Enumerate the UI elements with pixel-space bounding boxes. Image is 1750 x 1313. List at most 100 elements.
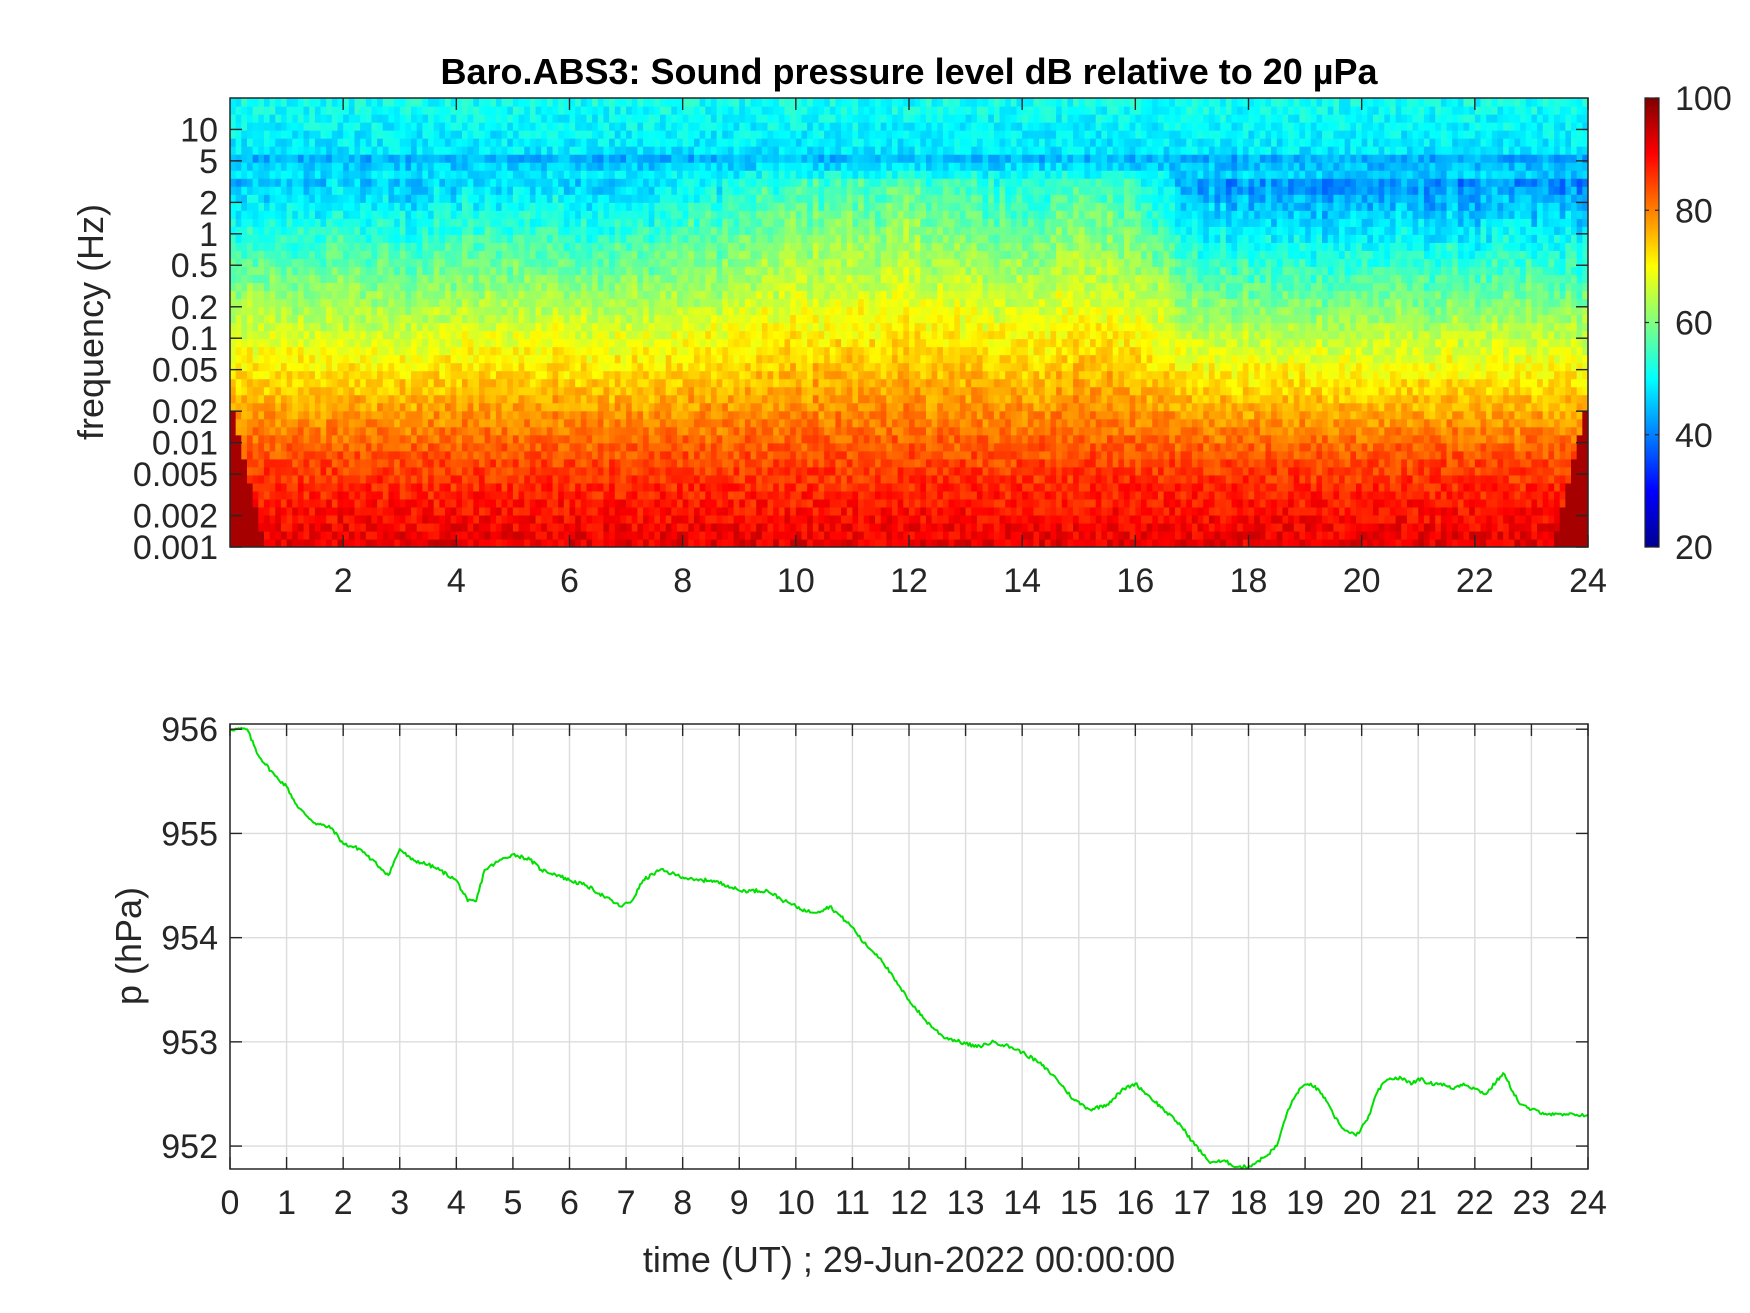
heatmap-cell [637, 154, 644, 163]
heatmap-cell [309, 322, 316, 332]
heatmap-cell [433, 506, 440, 516]
heatmap-cell [490, 394, 497, 404]
heatmap-cell [269, 314, 276, 324]
heatmap-cell [263, 170, 271, 179]
heatmap-cell [722, 362, 729, 372]
heatmap-cell [303, 458, 310, 468]
heatmap-cell [241, 466, 248, 476]
heatmap-cell [292, 226, 299, 235]
heatmap-cell [297, 378, 305, 388]
heatmap-cell [411, 106, 418, 115]
heatmap-cell [609, 522, 616, 532]
heatmap-cell [699, 106, 706, 115]
heatmap-cell [365, 186, 373, 195]
heatmap-cell [280, 354, 288, 364]
heatmap-cell [439, 106, 446, 115]
heatmap-cell [626, 442, 633, 452]
heatmap-cell [699, 226, 706, 235]
heatmap-cell [292, 314, 299, 324]
heatmap-cell [671, 194, 678, 203]
heatmap-cell [727, 226, 735, 235]
heatmap-cell [518, 418, 525, 428]
heatmap-cell [693, 338, 701, 348]
heatmap-cell [541, 306, 548, 316]
heatmap-cell [405, 146, 412, 155]
heatmap-cell [643, 274, 650, 284]
heatmap-cell [631, 418, 638, 428]
heatmap-cell [416, 434, 423, 444]
heatmap-cell [518, 218, 525, 227]
heatmap-cell [705, 114, 712, 123]
heatmap-cell [569, 442, 576, 452]
heatmap-cell [388, 234, 395, 243]
heatmap-cell [422, 186, 429, 195]
heatmap-cell [620, 418, 627, 428]
heatmap-cell [693, 202, 701, 211]
heatmap-cell [399, 330, 407, 340]
heatmap-cell [467, 354, 474, 364]
heatmap-cell [643, 482, 650, 492]
heatmap-cell [286, 242, 293, 251]
heatmap-cell [422, 266, 429, 275]
heatmap-cell [382, 506, 390, 516]
heatmap-cell [252, 250, 259, 259]
heatmap-cell [609, 218, 616, 227]
heatmap-cell [326, 266, 333, 275]
heatmap-cell [478, 98, 486, 107]
heatmap-cell [716, 522, 723, 532]
heatmap-cell [716, 226, 723, 235]
heatmap-cell [654, 370, 661, 380]
heatmap-cell [292, 218, 299, 227]
heatmap-cell [450, 114, 457, 123]
heatmap-cell [654, 394, 661, 404]
heatmap-cell [535, 498, 542, 508]
heatmap-cell [580, 514, 588, 524]
heatmap-cell [541, 194, 548, 203]
heatmap-cell [450, 306, 457, 316]
heatmap-cell [603, 98, 610, 107]
heatmap-cell [292, 306, 299, 316]
heatmap-cell [710, 362, 718, 372]
heatmap-cell [592, 530, 599, 540]
heatmap-cell [529, 506, 537, 516]
heatmap-cell [490, 282, 497, 292]
heatmap-cell [411, 474, 418, 484]
heatmap-cell [609, 394, 616, 404]
heatmap-cell [716, 282, 723, 292]
heatmap-cell [609, 434, 616, 444]
heatmap-cell [428, 202, 435, 211]
heatmap-cell [688, 282, 695, 292]
heatmap-cell [507, 186, 514, 195]
heatmap-cell [535, 210, 542, 219]
heatmap-cell [524, 434, 531, 444]
heatmap-cell [575, 370, 582, 380]
heatmap-cell [252, 490, 259, 500]
heatmap-cell [258, 154, 265, 163]
heatmap-cell [671, 98, 678, 107]
heatmap-cell [614, 450, 622, 460]
heatmap-cell [297, 354, 305, 364]
heatmap-cell [343, 402, 350, 412]
heatmap-cell [473, 354, 480, 364]
heatmap-cell [473, 458, 480, 468]
heatmap-cell [280, 218, 288, 227]
heatmap-cell [230, 218, 237, 227]
heatmap-cell [569, 338, 576, 348]
heatmap-cell [473, 146, 480, 155]
heatmap-cell [631, 162, 638, 171]
heatmap-cell [263, 354, 271, 364]
heatmap-cell [439, 266, 446, 275]
heatmap-cell [433, 290, 440, 300]
heatmap-cell [626, 226, 633, 235]
heatmap-cell [643, 186, 650, 195]
heatmap-cell [382, 202, 390, 211]
heatmap-cell [411, 314, 418, 324]
heatmap-cell [592, 210, 599, 219]
heatmap-cell [314, 386, 322, 396]
heatmap-cell [722, 274, 729, 284]
heatmap-cell [394, 122, 401, 131]
heatmap-cell [535, 178, 542, 187]
heatmap-cell [337, 194, 344, 203]
heatmap-cell [558, 186, 565, 195]
heatmap-cell [654, 146, 661, 155]
